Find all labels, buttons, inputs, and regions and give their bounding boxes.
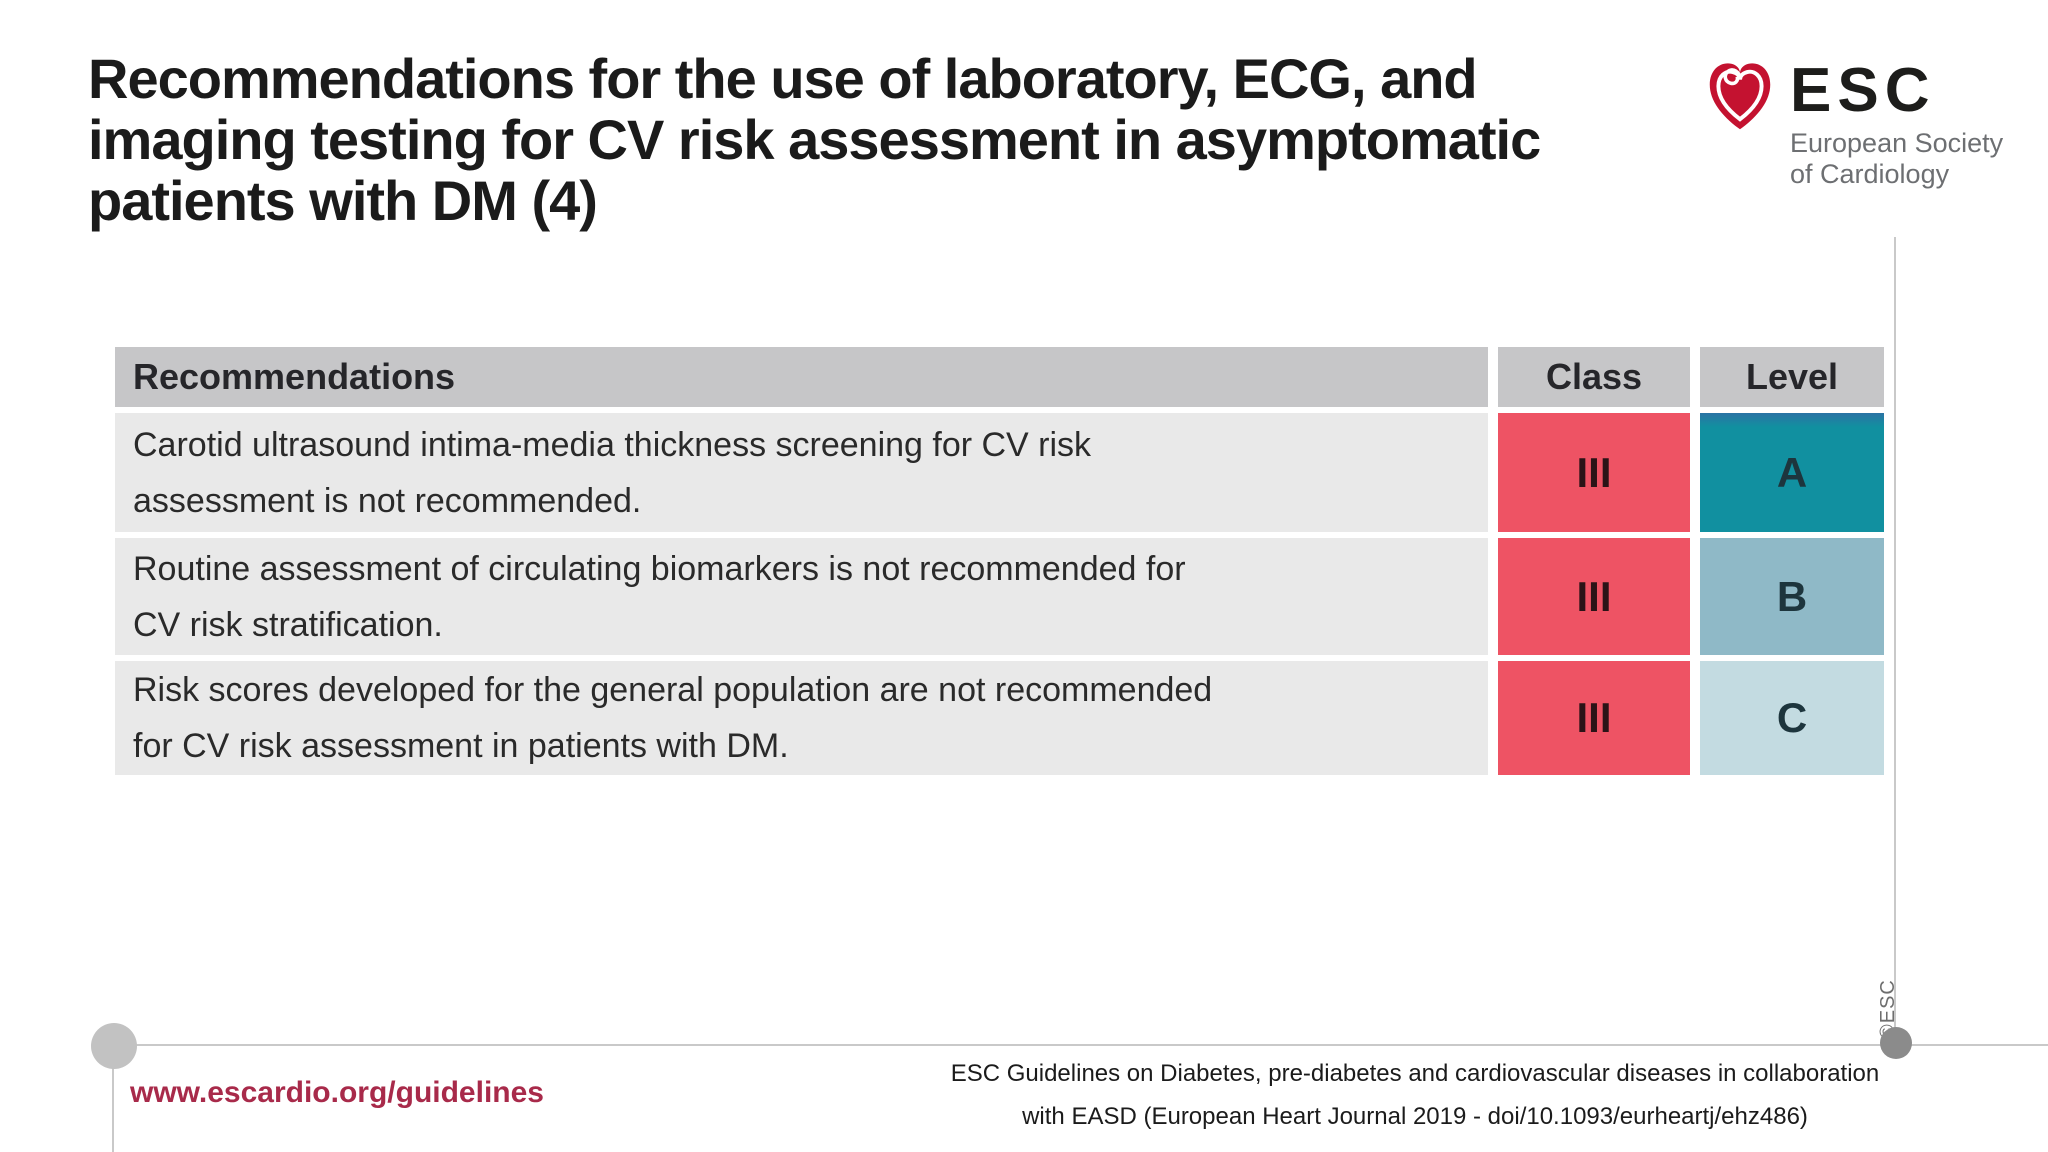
table-row-2-class-badge: III	[1498, 538, 1690, 655]
recommendations-table: Recommendations Class Level Carotid ultr…	[115, 347, 1884, 775]
page-title: Recommendations for the use of laborator…	[88, 47, 1541, 232]
col-header-recommendations: Recommendations	[115, 347, 1488, 407]
table-row-3-recommendation: Risk scores developed for the general po…	[115, 661, 1488, 775]
left-vertical-rule	[112, 1046, 114, 1152]
footer-horizontal-rule	[114, 1044, 2048, 1046]
esc-logo-caption: European Society of Cardiology	[1790, 128, 2004, 189]
footer-left-circle	[91, 1023, 137, 1069]
reference-citation: ESC Guidelines on Diabetes, pre-diabetes…	[950, 1060, 1880, 1130]
table-row-1-class-badge: III	[1498, 413, 1690, 532]
table-row-3-level-badge: C	[1700, 661, 1884, 775]
esc-logo-acronym: ESC	[1790, 56, 1936, 125]
table-row-2-recommendation: Routine assessment of circulating biomar…	[115, 538, 1488, 655]
table-row-3-class-badge: III	[1498, 661, 1690, 775]
right-vertical-rule	[1894, 237, 1896, 1043]
table-row-2-level-badge: B	[1700, 538, 1884, 655]
table-row-1-level-badge: A	[1700, 413, 1884, 532]
col-header-class: Class	[1498, 347, 1690, 407]
col-header-level: Level	[1700, 347, 1884, 407]
esc-logo: ESC European Society of Cardiology	[1704, 56, 2003, 190]
esc-logo-text: ESC European Society of Cardiology	[1790, 56, 2003, 190]
table-row-1-recommendation: Carotid ultrasound intima-media thicknes…	[115, 413, 1488, 532]
guidelines-url-link[interactable]: www.escardio.org/guidelines	[130, 1076, 544, 1109]
esc-heart-icon	[1709, 63, 1771, 130]
footer-right-circle	[1880, 1027, 1912, 1059]
